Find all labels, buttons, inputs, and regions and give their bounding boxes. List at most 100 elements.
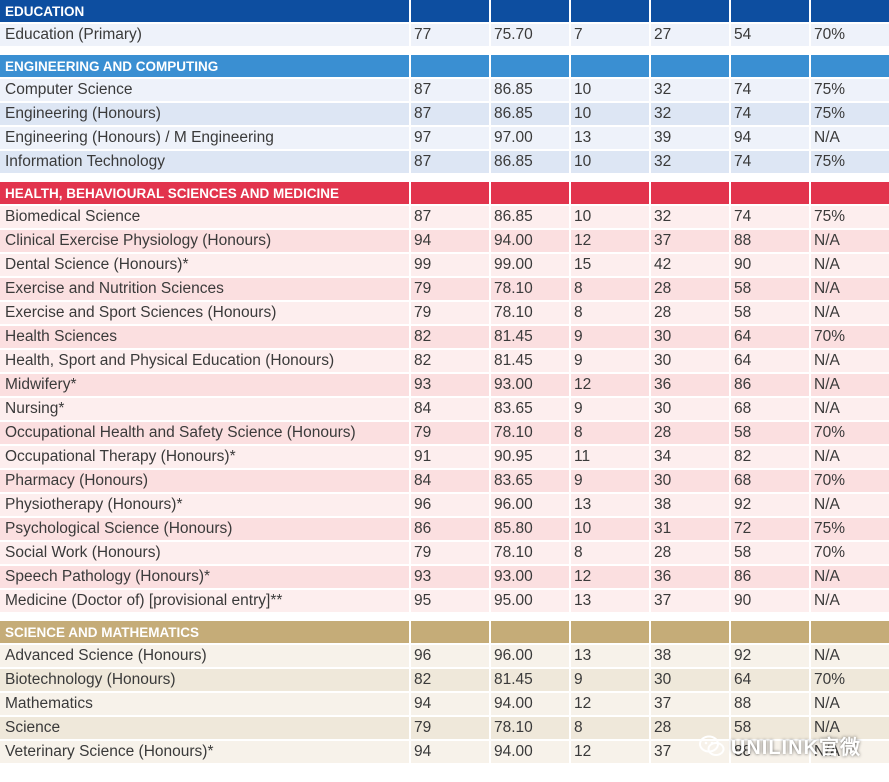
value-col6-cell: 75%	[811, 103, 889, 125]
header-cell	[811, 621, 889, 643]
header-cell	[411, 55, 489, 77]
value-col4-cell: 30	[651, 398, 729, 420]
value-col5-cell: 68	[731, 470, 809, 492]
value-col2-cell: 85.80	[491, 518, 569, 540]
header-cell	[491, 182, 569, 204]
value-col6-cell: N/A	[811, 350, 889, 372]
value-col1-cell: 79	[411, 302, 489, 324]
value-col6-cell: 75%	[811, 206, 889, 228]
value-col5-cell: 72	[731, 518, 809, 540]
header-cell	[491, 0, 569, 22]
value-col5-cell: 82	[731, 446, 809, 468]
value-col1-cell: 79	[411, 278, 489, 300]
header-cell	[571, 0, 649, 22]
value-col2-cell: 83.65	[491, 470, 569, 492]
value-col4-cell: 37	[651, 230, 729, 252]
course-name-cell: Engineering (Honours) / M Engineering	[0, 127, 409, 149]
value-col5-cell: 90	[731, 590, 809, 612]
table-row: Engineering (Honours) / M Engineering 97 9…	[0, 127, 889, 149]
header-cell	[571, 182, 649, 204]
section-header: SCIENCE AND MATHEMATICS	[0, 621, 889, 643]
value-col3-cell: 15	[571, 254, 649, 276]
value-col5-cell: 74	[731, 79, 809, 101]
value-col2-cell: 96.00	[491, 494, 569, 516]
value-col1-cell: 94	[411, 230, 489, 252]
value-col6-cell: 70%	[811, 24, 889, 46]
value-col3-cell: 8	[571, 717, 649, 739]
value-col3-cell: 12	[571, 374, 649, 396]
value-col1-cell: 77	[411, 24, 489, 46]
value-col4-cell: 32	[651, 103, 729, 125]
value-col2-cell: 93.00	[491, 566, 569, 588]
table-row: Exercise and Nutrition Sciences 79 78.10 8 2…	[0, 278, 889, 300]
value-col3-cell: 10	[571, 103, 649, 125]
table-row: Occupational Health and Safety Science (…	[0, 422, 889, 444]
course-name-cell: Education (Primary)	[0, 24, 409, 46]
course-name-cell: Mathematics	[0, 693, 409, 715]
table-row: Occupational Therapy (Honours)* 91 90.95 11…	[0, 446, 889, 468]
value-col2-cell: 78.10	[491, 717, 569, 739]
value-col6-cell: 70%	[811, 542, 889, 564]
value-col5-cell: 68	[731, 398, 809, 420]
table-row: Science 79 78.10 8 28 58 N/A	[0, 717, 889, 739]
value-col4-cell: 32	[651, 206, 729, 228]
table-row: Physiotherapy (Honours)* 96 96.00 13 38 92 N/A	[0, 494, 889, 516]
value-col1-cell: 82	[411, 350, 489, 372]
value-col4-cell: 36	[651, 566, 729, 588]
course-name-cell: Nursing*	[0, 398, 409, 420]
value-col6-cell: N/A	[811, 302, 889, 324]
course-name-cell: Social Work (Honours)	[0, 542, 409, 564]
value-col5-cell: 86	[731, 566, 809, 588]
value-col1-cell: 99	[411, 254, 489, 276]
header-cell	[571, 55, 649, 77]
table-row: Pharmacy (Honours) 84 83.65 9 30 68 70%	[0, 470, 889, 492]
value-col2-cell: 86.85	[491, 151, 569, 173]
header-cell	[491, 55, 569, 77]
value-col6-cell: N/A	[811, 230, 889, 252]
course-name-cell: Biotechnology (Honours)	[0, 669, 409, 691]
value-col4-cell: 36	[651, 374, 729, 396]
value-col3-cell: 10	[571, 151, 649, 173]
table-row: Veterinary Science (Honours)* 94 94.00 12 37…	[0, 741, 889, 763]
header-cell	[651, 621, 729, 643]
wechat-icon	[698, 735, 725, 757]
header-cell	[651, 55, 729, 77]
value-col3-cell: 8	[571, 302, 649, 324]
header-cell	[491, 621, 569, 643]
value-col1-cell: 79	[411, 717, 489, 739]
course-name-cell: Health, Sport and Physical Education (Ho…	[0, 350, 409, 372]
value-col2-cell: 86.85	[491, 103, 569, 125]
value-col3-cell: 12	[571, 566, 649, 588]
value-col1-cell: 86	[411, 518, 489, 540]
value-col3-cell: 7	[571, 24, 649, 46]
header-cell	[411, 0, 489, 22]
value-col3-cell: 8	[571, 542, 649, 564]
course-name-cell: Biomedical Science	[0, 206, 409, 228]
value-col3-cell: 8	[571, 278, 649, 300]
value-col6-cell: 70%	[811, 470, 889, 492]
value-col2-cell: 75.70	[491, 24, 569, 46]
value-col3-cell: 8	[571, 422, 649, 444]
value-col5-cell: 86	[731, 374, 809, 396]
course-name-cell: Information Technology	[0, 151, 409, 173]
course-name-cell: Psychological Science (Honours)	[0, 518, 409, 540]
value-col4-cell: 31	[651, 518, 729, 540]
table-row: Health, Sport and Physical Education (Ho…	[0, 350, 889, 372]
header-cell	[651, 182, 729, 204]
value-col4-cell: 37	[651, 693, 729, 715]
value-col5-cell: 94	[731, 127, 809, 149]
value-col4-cell: 37	[651, 590, 729, 612]
value-col4-cell: 38	[651, 645, 729, 667]
value-col1-cell: 94	[411, 741, 489, 763]
value-col6-cell: N/A	[811, 398, 889, 420]
course-name-cell: Health Sciences	[0, 326, 409, 348]
table-row: Advanced Science (Honours) 96 96.00 13 38 92 N…	[0, 645, 889, 667]
value-col1-cell: 84	[411, 470, 489, 492]
value-col4-cell: 28	[651, 278, 729, 300]
course-name-cell: Clinical Exercise Physiology (Honours)	[0, 230, 409, 252]
watermark: UNILINK官微	[698, 731, 861, 760]
value-col3-cell: 13	[571, 645, 649, 667]
value-col2-cell: 78.10	[491, 278, 569, 300]
value-col6-cell: N/A	[811, 717, 889, 739]
value-col1-cell: 93	[411, 566, 489, 588]
